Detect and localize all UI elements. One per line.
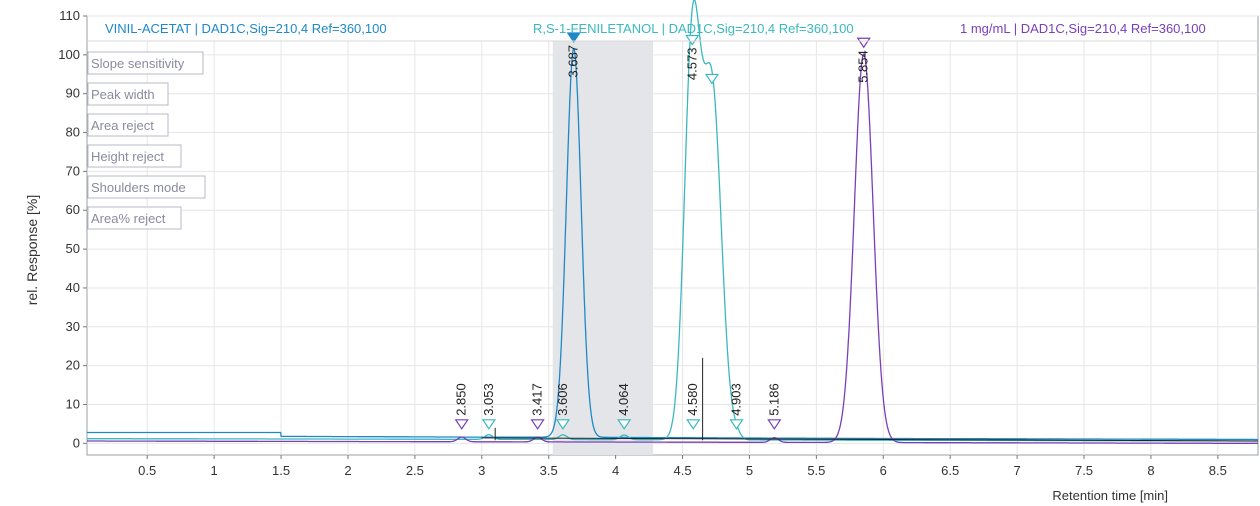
param-label: Area reject xyxy=(91,118,154,133)
small-peak-label: 3.053 xyxy=(481,383,496,416)
param-label-box xyxy=(87,82,169,106)
param-label-box xyxy=(87,51,204,75)
y-tick-label: 60 xyxy=(66,202,80,217)
peak-label: 5.854 xyxy=(856,50,871,83)
y-tick-label: 50 xyxy=(66,241,80,256)
y-tick-label: 100 xyxy=(58,47,80,62)
peak-label: 3.687 xyxy=(566,45,581,78)
x-axis-label: Retention time [min] xyxy=(1052,488,1168,503)
small-peak-marker xyxy=(530,419,545,430)
small-peak-label: 3.417 xyxy=(530,383,545,416)
plot-area xyxy=(86,15,1259,456)
param-label: Peak width xyxy=(91,87,155,102)
y-tick-label: 10 xyxy=(66,396,80,411)
x-tick-label: 1 xyxy=(211,463,218,478)
x-tick-label: 8.5 xyxy=(1209,463,1227,478)
y-tick-label: 80 xyxy=(66,125,80,140)
x-tick-label: 8 xyxy=(1147,463,1154,478)
small-peak-marker xyxy=(686,419,701,430)
small-peak-label: 3.606 xyxy=(555,383,570,416)
param-label: Slope sensitivity xyxy=(91,56,185,71)
small-peak-marker xyxy=(617,419,632,430)
y-axis-label: rel. Response [%] xyxy=(24,195,40,306)
param-label-box xyxy=(87,206,182,230)
peak-annotations: 3.687 4.573 3.053 3.606 4.064 4.580 4.903 5.854… xyxy=(454,45,871,416)
param-label: Shoulders mode xyxy=(91,180,186,195)
y-tick-label: 30 xyxy=(66,319,80,334)
series-line xyxy=(87,53,1258,444)
y-tick-label: 90 xyxy=(66,86,80,101)
peak-marker xyxy=(685,34,700,46)
small-peak-marker xyxy=(729,419,744,430)
small-peak-label: 4.580 xyxy=(685,383,700,416)
y-tick-label: 110 xyxy=(59,8,80,23)
y-tick-label: 40 xyxy=(66,280,80,295)
peak-marker xyxy=(704,73,720,85)
small-peak-label: 4.903 xyxy=(728,383,743,416)
small-peak-marker xyxy=(481,419,497,430)
legend-entry: VINIL-ACETAT | DAD1C,Sig=210,4 Ref=360,1… xyxy=(105,21,387,36)
series-group xyxy=(87,0,1259,444)
legend-entry: R,S-1-FENILETANOL | DAD1C,Sig=210,4 Ref=… xyxy=(533,21,854,36)
x-tick-label: 4.5 xyxy=(673,463,691,478)
x-tick-label: 4 xyxy=(612,463,619,478)
x-tick-label: 7 xyxy=(1013,463,1020,478)
x-tick-label: 1.5 xyxy=(272,463,290,478)
param-label: Height reject xyxy=(91,149,164,164)
small-peak-marker xyxy=(767,419,782,430)
plot-frame xyxy=(86,15,1259,456)
small-peak-label: 4.064 xyxy=(616,383,631,416)
x-tick-label: 6 xyxy=(880,463,887,478)
axes: 0.5 1 1.5 2 2.5 3 3.5 4 4.5 5 5.5 6 6.5 7 7.5 8 8.5 0 10 20… xyxy=(58,8,1227,478)
y-tick-label: 70 xyxy=(66,163,80,178)
y-tick-label: 20 xyxy=(66,358,80,373)
series-line xyxy=(87,47,1258,441)
x-tick-label: 2.5 xyxy=(406,463,424,478)
small-peak-marker xyxy=(555,419,571,430)
integration-baseline xyxy=(481,437,1259,442)
grid xyxy=(87,15,1258,455)
x-tick-label: 6.5 xyxy=(941,463,959,478)
x-tick-label: 7.5 xyxy=(1075,463,1093,478)
small-peak-label: 5.186 xyxy=(766,383,781,416)
x-tick-label: 0.5 xyxy=(138,463,156,478)
peak-label: 4.573 xyxy=(684,48,699,81)
param-label-box xyxy=(87,175,206,199)
x-tick-label: 5.5 xyxy=(807,463,825,478)
small-peak-label: 2.850 xyxy=(454,383,469,416)
param-label-box xyxy=(87,144,182,168)
x-tick-label: 3 xyxy=(478,463,485,478)
param-label: Area% reject xyxy=(91,211,166,226)
integration-params: Slope sensitivity Peak width Area reject He… xyxy=(87,51,206,230)
x-tick-label: 2 xyxy=(344,463,351,478)
peak-marker xyxy=(566,32,581,44)
legend: VINIL-ACETAT | DAD1C,Sig=210,4 Ref=360,1… xyxy=(87,21,1258,42)
param-label-box xyxy=(87,113,169,137)
x-tick-label: 3.5 xyxy=(540,463,558,478)
small-peak-marker xyxy=(454,419,469,430)
y-tick-label: 0 xyxy=(73,435,80,450)
peak-markers xyxy=(454,32,871,430)
legend-entry: 1 mg/mL | DAD1C,Sig=210,4 Ref=360,100 xyxy=(960,21,1206,36)
x-tick-label: 5 xyxy=(746,463,753,478)
